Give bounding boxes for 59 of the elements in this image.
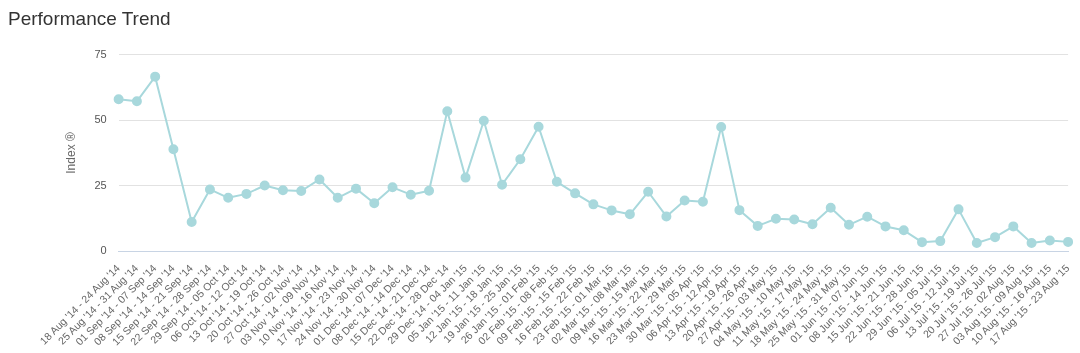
point — [332, 192, 343, 203]
point — [387, 182, 398, 193]
point — [825, 202, 836, 213]
point — [424, 185, 435, 196]
y-tick-label: 25 — [94, 178, 107, 191]
point — [1044, 235, 1055, 246]
point — [460, 172, 471, 183]
point — [643, 186, 654, 197]
point — [277, 185, 288, 196]
point — [478, 115, 489, 126]
point — [971, 237, 982, 248]
point — [1008, 221, 1019, 232]
chart-title: Performance Trend — [8, 8, 171, 30]
point — [150, 71, 161, 82]
point — [935, 236, 946, 247]
point — [351, 183, 361, 194]
point — [515, 154, 526, 165]
point — [752, 220, 763, 231]
point — [1026, 237, 1037, 248]
point — [716, 121, 727, 132]
point — [533, 121, 544, 132]
point — [898, 225, 909, 236]
point — [862, 211, 873, 222]
point — [113, 94, 124, 105]
point — [1063, 236, 1074, 247]
point — [917, 237, 928, 248]
point — [241, 188, 252, 199]
point — [770, 213, 781, 224]
point — [661, 211, 672, 222]
y-tick-label: 0 — [100, 244, 107, 257]
point — [497, 179, 508, 190]
point — [223, 192, 234, 203]
point — [807, 219, 818, 230]
point — [442, 106, 453, 117]
point — [369, 198, 380, 209]
point — [570, 188, 581, 199]
point — [588, 199, 599, 210]
y-tick-label: 75 — [94, 47, 107, 60]
point — [405, 189, 416, 200]
point — [131, 96, 142, 107]
point — [843, 219, 854, 230]
point — [296, 185, 307, 196]
point — [259, 180, 270, 191]
point — [880, 221, 891, 232]
point — [789, 214, 800, 225]
y-axis-title: Index ® — [63, 132, 78, 174]
y-tick-label: 50 — [94, 113, 107, 126]
point — [953, 204, 964, 215]
point — [551, 176, 562, 187]
point — [679, 195, 690, 206]
point — [168, 144, 179, 155]
point — [186, 216, 197, 227]
point — [734, 205, 745, 216]
point — [204, 184, 215, 195]
point — [697, 196, 708, 207]
point — [314, 174, 325, 185]
point — [624, 209, 635, 220]
point — [606, 205, 617, 216]
point — [990, 232, 1001, 243]
